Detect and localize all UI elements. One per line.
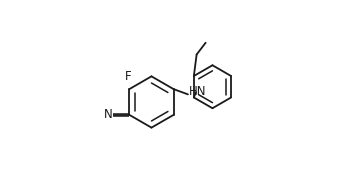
Text: F: F xyxy=(125,70,131,83)
Text: HN: HN xyxy=(189,85,207,98)
Text: N: N xyxy=(104,108,113,121)
